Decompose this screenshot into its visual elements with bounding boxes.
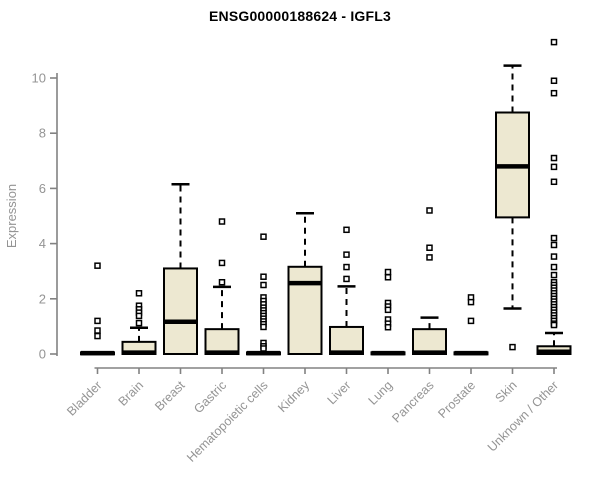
- x-tick-label-liver: Liver: [325, 378, 354, 407]
- box-iqr: [287, 265, 323, 355]
- outlier-point: [218, 218, 226, 225]
- outlier-point: [384, 306, 392, 314]
- outlier-point: [550, 234, 558, 242]
- outlier-point: [343, 251, 350, 258]
- y-tick-label: 2: [39, 291, 46, 306]
- outlier-point: [94, 332, 101, 340]
- outlier-point: [550, 154, 558, 162]
- box-iqr: [412, 328, 447, 356]
- y-tick-label: 6: [39, 181, 46, 196]
- outlier-point: [550, 321, 558, 329]
- outlier-point: [550, 271, 558, 279]
- outlier-point: [94, 317, 101, 325]
- outlier-point: [260, 323, 267, 331]
- x-tick-label-kidney: Kidney: [275, 378, 312, 415]
- outlier-point: [135, 312, 143, 320]
- outlier-point: [550, 163, 558, 171]
- outlier-point: [426, 207, 433, 214]
- boxplot-kidney: [287, 211, 323, 355]
- outlier-point: [94, 327, 101, 334]
- boxplot-lung: [370, 268, 406, 356]
- y-axis-title: Expression: [4, 184, 19, 248]
- outlier-point: [135, 319, 143, 327]
- outlier-point: [550, 241, 558, 249]
- boxplot-brain: [121, 290, 157, 355]
- outlier-point: [343, 275, 350, 283]
- x-tick-label-bladder: Bladder: [64, 378, 104, 418]
- outlier-point: [550, 253, 558, 260]
- outlier-point: [467, 317, 475, 325]
- outlier-point: [260, 273, 267, 280]
- outlier-point: [550, 178, 558, 186]
- outlier-point: [218, 278, 226, 286]
- outlier-point: [94, 262, 101, 269]
- box-iqr: [204, 328, 240, 356]
- boxplot-skin: [495, 64, 530, 351]
- outlier-point: [550, 89, 558, 97]
- outlier-point: [260, 233, 267, 240]
- y-tick-label: 0: [39, 347, 46, 362]
- outlier-point: [509, 343, 516, 351]
- x-tick-label-gastric: Gastric: [191, 378, 229, 416]
- outlier-point: [550, 263, 558, 271]
- boxplot-prostate: [453, 294, 489, 356]
- boxplot-breast: [163, 183, 198, 355]
- y-tick-label: 10: [32, 71, 46, 86]
- outlier-point: [384, 323, 392, 331]
- box-iqr: [329, 325, 364, 355]
- outlier-point: [343, 226, 350, 234]
- outlier-point: [384, 274, 392, 281]
- outlier-point: [550, 77, 558, 85]
- outlier-point: [426, 254, 433, 261]
- outlier-point: [135, 290, 143, 297]
- x-tick-label-hematopoietic-cells: Hematopoietic cells: [184, 378, 271, 465]
- outlier-point: [467, 298, 475, 306]
- boxplot-pancreas: [412, 207, 447, 356]
- chart-title: ENSG00000188624 - IGFL3: [208, 8, 392, 24]
- outlier-point: [343, 263, 350, 271]
- boxplot-gastric: [204, 218, 240, 356]
- x-tick-label-pancreas: Pancreas: [389, 378, 436, 425]
- x-tick-label-skin: Skin: [493, 378, 520, 405]
- outlier-point: [218, 259, 226, 267]
- y-tick-label: 8: [39, 126, 46, 141]
- y-tick-label: 4: [39, 236, 46, 251]
- boxplot-bladder: [80, 262, 115, 356]
- outlier-point: [426, 244, 433, 251]
- x-tick-label-prostate: Prostate: [435, 378, 478, 421]
- outlier-point: [550, 38, 558, 46]
- x-tick-label-brain: Brain: [116, 378, 147, 409]
- x-tick-label-lung: Lung: [366, 378, 396, 408]
- x-tick-label-breast: Breast: [152, 378, 188, 414]
- outlier-point: [260, 281, 267, 289]
- outlier-point: [260, 345, 267, 352]
- boxplot-hematopoietic-cells: [246, 233, 281, 356]
- box-iqr: [163, 267, 198, 355]
- boxplot-unknown-other: [536, 38, 572, 356]
- x-tick-label-unknown-other: Unknown / Other: [485, 378, 561, 454]
- boxplot-liver: [329, 226, 364, 355]
- outlier-point: [384, 268, 392, 276]
